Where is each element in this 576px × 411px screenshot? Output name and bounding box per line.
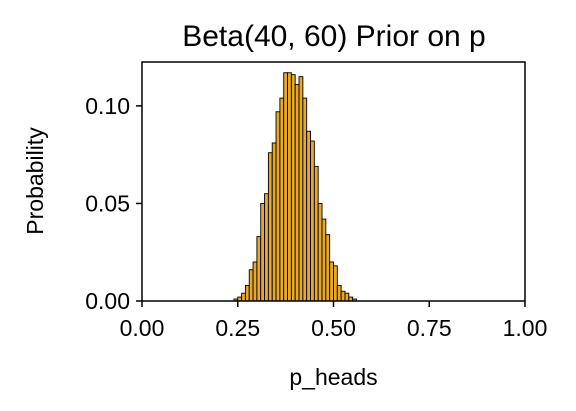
histogram-bar <box>248 269 254 302</box>
histogram-bar <box>290 74 296 302</box>
x-tick-label: 0.00 <box>120 315 165 341</box>
histogram-bar <box>313 165 319 302</box>
histogram-bar <box>306 130 311 302</box>
histogram-bar <box>279 97 285 302</box>
histogram-bar <box>260 202 266 302</box>
histogram-bar <box>275 111 281 302</box>
y-axis-label: Probability <box>22 127 48 235</box>
histogram-bar <box>325 234 331 302</box>
histogram-bar <box>329 261 334 302</box>
y-tick-label: 0.00 <box>85 288 130 314</box>
histogram-bar <box>244 284 250 302</box>
histogram-bar <box>294 83 300 302</box>
histogram-bar <box>310 140 315 302</box>
x-axis-label: p_heads <box>289 364 377 390</box>
y-tick-label: 0.10 <box>85 93 130 119</box>
histogram-bar <box>298 76 304 302</box>
histogram-bar <box>317 202 323 302</box>
histogram-bar <box>252 261 258 302</box>
x-ticks-group: 0.00 0.25 0.50 0.75 1.00 <box>120 301 548 341</box>
histogram-bar <box>241 292 246 302</box>
histogram-bar <box>340 290 346 302</box>
histogram-bar <box>321 218 327 302</box>
histogram-bar <box>283 72 288 302</box>
histogram-bar <box>302 97 308 302</box>
x-tick-label: 0.25 <box>215 315 260 341</box>
histogram-bar <box>333 265 338 302</box>
x-tick-label: 1.00 <box>503 315 548 341</box>
histogram-bar <box>287 72 292 302</box>
chart-title: Beta(40, 60) Prior on p <box>182 20 486 53</box>
y-tick-label: 0.05 <box>85 190 130 216</box>
plot-area: 0.00 0.25 0.50 0.75 1.00 0.00 0.05 0.10 <box>85 61 548 341</box>
histogram-bar <box>267 152 273 302</box>
histogram-bar <box>256 236 262 302</box>
histogram-bar <box>344 292 350 302</box>
x-tick-label: 0.75 <box>407 315 452 341</box>
bars-group <box>233 72 357 302</box>
histogram-bar <box>271 142 277 302</box>
histogram-bar <box>336 284 342 302</box>
y-ticks-group: 0.00 0.05 0.10 <box>85 93 142 314</box>
histogram-bar <box>264 193 269 302</box>
x-tick-label: 0.50 <box>311 315 356 341</box>
